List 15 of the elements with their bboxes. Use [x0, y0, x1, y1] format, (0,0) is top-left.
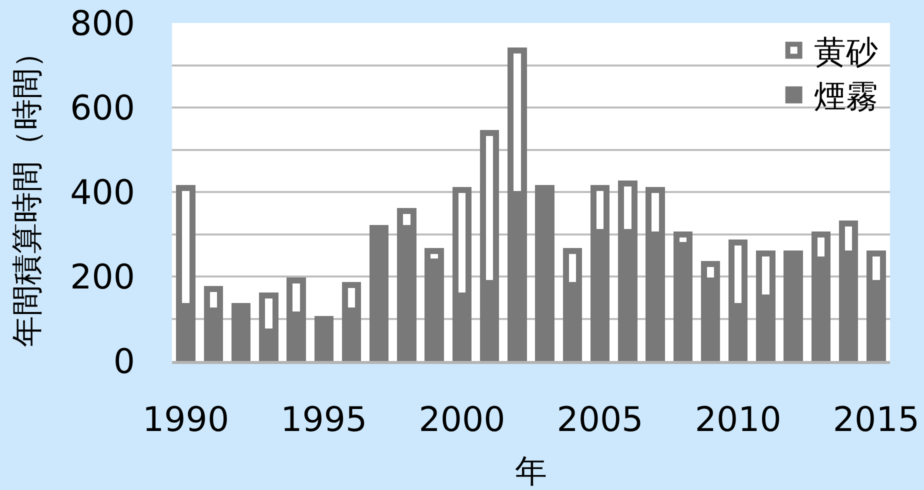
y-tick-label: 0 [113, 342, 135, 382]
legend-label: 黄砂 [814, 32, 878, 71]
x-tick-label: 1995 [280, 400, 368, 440]
y-tick-label: 400 [70, 172, 135, 213]
x-tick-label: 2015 [832, 400, 920, 440]
x-axis-title: 年 [515, 452, 547, 490]
y-tick-label: 800 [70, 4, 135, 44]
x-tick-label: 2010 [694, 400, 782, 440]
x-tick-label: 1990 [142, 400, 230, 440]
x-tick-label: 2005 [556, 400, 644, 440]
legend-label: 煙霧 [814, 77, 878, 116]
y-tick-label: 600 [70, 88, 135, 128]
x-tick-label: 2000 [418, 400, 506, 440]
y-tick-label: 200 [70, 257, 135, 298]
y-axis-title: 年間積算時間（時間） [10, 37, 46, 347]
